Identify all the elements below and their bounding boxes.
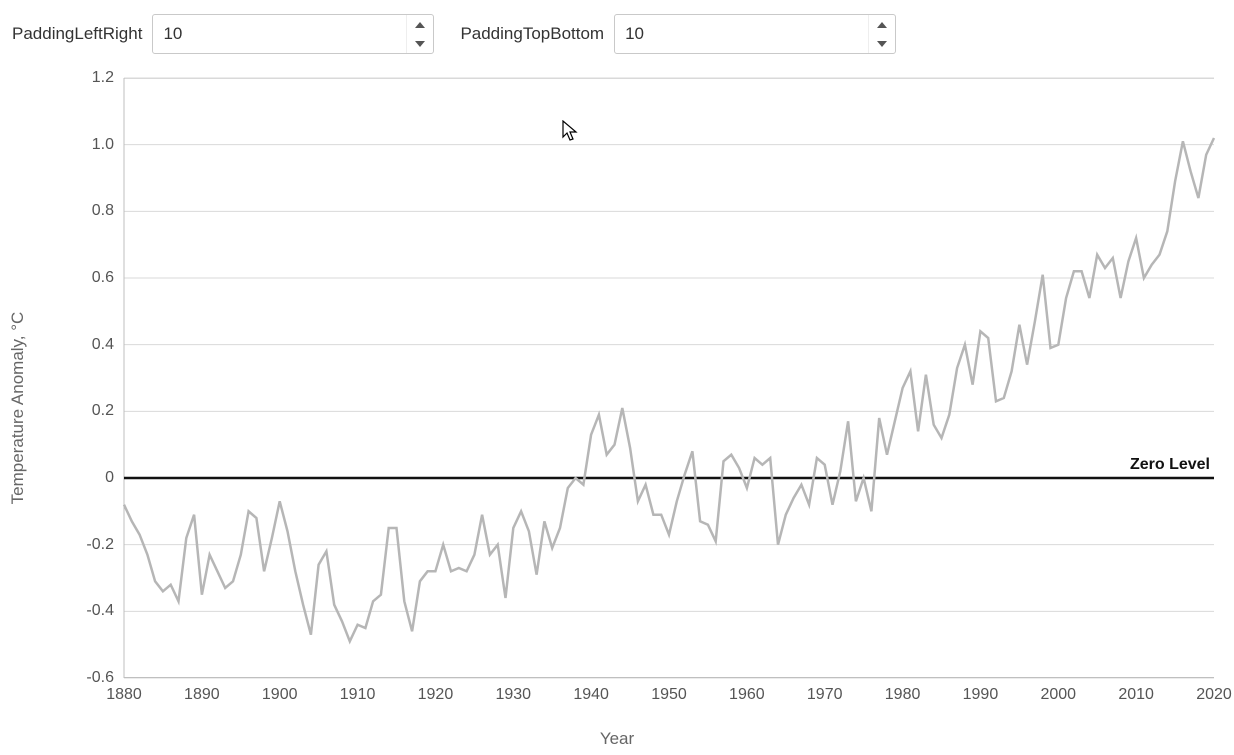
y-tick-label: 1.0 [92, 136, 124, 154]
y-tick-label: 0.8 [92, 202, 124, 220]
x-tick-label: 1930 [495, 678, 531, 704]
padding-top-bottom-spinbox[interactable] [614, 14, 896, 54]
x-tick-label: 1970 [807, 678, 843, 704]
chevron-down-icon [877, 41, 887, 47]
y-tick-label: -0.2 [86, 536, 124, 554]
padding-left-right-input[interactable] [153, 24, 433, 44]
x-tick-label: 1960 [729, 678, 765, 704]
chevron-up-icon [415, 22, 425, 28]
y-axis-label: Temperature Anomaly, °C [8, 311, 28, 504]
x-tick-label: 1880 [106, 678, 142, 704]
x-tick-label: 1920 [418, 678, 454, 704]
x-tick-label: 1940 [573, 678, 609, 704]
y-tick-label: 1.2 [92, 69, 124, 87]
y-tick-label: 0 [105, 469, 124, 487]
zero-level-label: Zero Level [1130, 456, 1210, 478]
chevron-up-icon [877, 22, 887, 28]
x-tick-label: 1950 [651, 678, 687, 704]
x-tick-label: 1980 [885, 678, 921, 704]
x-tick-label: 1910 [340, 678, 376, 704]
padding-top-bottom-down-button[interactable] [869, 34, 895, 53]
x-tick-label: 1900 [262, 678, 298, 704]
x-tick-label: 2020 [1196, 678, 1232, 704]
padding-top-bottom-up-button[interactable] [869, 15, 895, 34]
controls-bar: PaddingLeftRight PaddingTopBottom [0, 0, 1234, 60]
x-tick-label: 2010 [1118, 678, 1154, 704]
padding-left-right-spinbox[interactable] [152, 14, 434, 54]
x-axis-label: Year [600, 729, 634, 749]
chart: Temperature Anomaly, °C Year -0.6-0.4-0.… [0, 60, 1234, 755]
x-tick-label: 1890 [184, 678, 220, 704]
plot-svg [124, 78, 1214, 678]
plot-area: -0.6-0.4-0.200.20.40.60.81.01.2188018901… [124, 78, 1214, 678]
x-tick-label: 2000 [1040, 678, 1076, 704]
padding-left-right-label: PaddingLeftRight [12, 24, 142, 44]
padding-top-bottom-input[interactable] [615, 24, 895, 44]
y-tick-label: 0.6 [92, 269, 124, 287]
y-tick-label: -0.4 [86, 602, 124, 620]
x-tick-label: 1990 [963, 678, 999, 704]
chevron-down-icon [415, 41, 425, 47]
padding-top-bottom-label: PaddingTopBottom [460, 24, 604, 44]
padding-left-right-up-button[interactable] [407, 15, 433, 34]
padding-left-right-down-button[interactable] [407, 34, 433, 53]
y-tick-label: 0.4 [92, 336, 124, 354]
y-tick-label: 0.2 [92, 402, 124, 420]
